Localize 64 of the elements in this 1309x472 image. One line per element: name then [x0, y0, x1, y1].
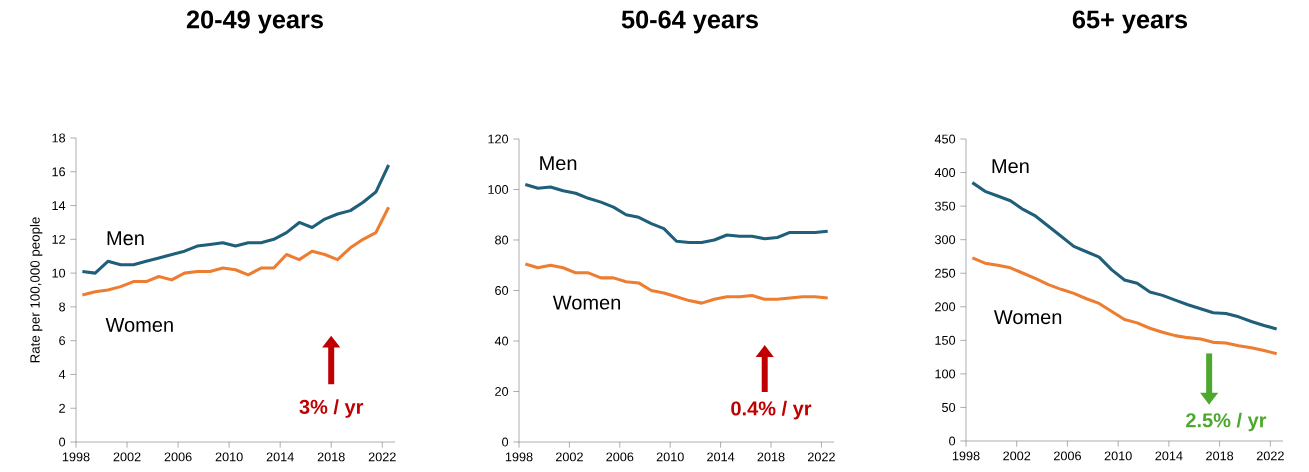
x-tick-label: 1998: [505, 452, 533, 462]
x-tick-label: 2006: [606, 452, 634, 462]
y-tick-label: 120: [488, 134, 509, 144]
y-tick-label: 50: [942, 402, 956, 412]
series-label: Men: [540, 156, 577, 171]
x-tick-label: 2010: [656, 452, 684, 462]
y-tick-label: 150: [935, 335, 956, 345]
y-tick-label: 18: [52, 133, 66, 143]
series-label: Women: [552, 295, 621, 310]
y-tick-label: 0: [949, 436, 956, 446]
x-tick-label: 2022: [368, 452, 396, 462]
y-tick-label: 12: [52, 234, 65, 244]
series-label: Women: [993, 310, 1062, 325]
y-tick-label: 350: [934, 201, 956, 211]
x-tick-label: 2006: [1053, 451, 1081, 461]
x-tick-label: 2002: [555, 452, 583, 462]
line-series: [970, 181, 1279, 331]
y-tick-label: 2: [59, 403, 65, 413]
y-tick-label: 40: [494, 336, 509, 346]
chart-title: 65+ years: [1072, 10, 1188, 34]
x-tick-label: 2014: [1155, 451, 1183, 461]
y-tick-label: 0: [59, 437, 66, 447]
x-tick-label: 2010: [1104, 451, 1132, 461]
series-label: Women: [105, 317, 173, 332]
y-tick-label: 60: [495, 286, 509, 295]
x-tick-label: 2002: [113, 452, 141, 462]
x-tick-label: 2022: [1256, 451, 1284, 461]
series-label: Men: [107, 231, 144, 246]
y-tick-label: 4: [58, 370, 66, 379]
chart-title: 20-49 years: [186, 10, 323, 34]
y-tick-label: 80: [495, 235, 509, 245]
y-tick-label: 100: [935, 369, 956, 379]
annotation: 0.4% / yr: [731, 400, 812, 420]
x-tick-label: 2018: [1206, 451, 1234, 461]
y-tick-label: 450: [934, 134, 956, 144]
x-tick-label: 1998: [952, 451, 980, 461]
y-tick-label: 250: [935, 268, 956, 278]
line-series: [970, 256, 1279, 356]
y-tick-label: 200: [935, 302, 956, 312]
y-tick-label: 8: [59, 302, 66, 312]
x-tick-label: 1998: [62, 452, 90, 462]
y-axis-title: Rate per 100,000 people: [29, 217, 43, 363]
y-tick-label: 16: [52, 167, 66, 177]
line-series: [80, 205, 391, 297]
x-tick-label: 2010: [215, 452, 243, 462]
series-label: Men: [992, 159, 1029, 174]
x-tick-label: 2018: [317, 452, 345, 462]
y-tick-label: 400: [934, 168, 956, 178]
x-tick-label: 2002: [1003, 451, 1031, 461]
chart-title: 50-64 years: [621, 10, 758, 34]
y-tick-label: 6: [59, 336, 66, 346]
annotation: 2.5% / yr: [1186, 412, 1267, 432]
y-tick-label: 14: [52, 201, 66, 210]
y-tick-label: 100: [488, 185, 509, 194]
x-tick-label: 2022: [807, 452, 835, 462]
y-tick-label: 300: [934, 235, 956, 245]
x-tick-label: 2006: [164, 452, 192, 462]
annotation: 3% / yr: [299, 399, 364, 418]
x-tick-label: 2018: [757, 452, 785, 462]
y-tick-label: 0: [502, 437, 509, 447]
y-tick-label: 10: [52, 268, 66, 278]
y-tick-label: 20: [495, 387, 509, 396]
x-tick-label: 2014: [266, 452, 294, 462]
x-tick-label: 2014: [707, 452, 735, 462]
